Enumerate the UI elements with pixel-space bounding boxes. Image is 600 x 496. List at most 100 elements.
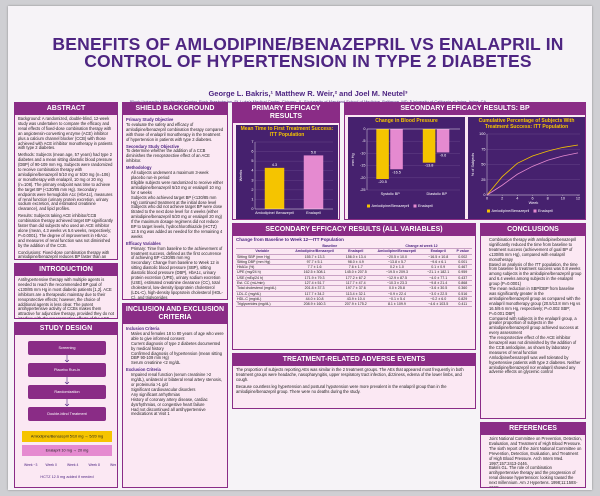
section: SECONDARY EFFICACY RESULTS: BP Change in … bbox=[344, 102, 586, 220]
table-cell: 117.7 ± 47.4 bbox=[340, 280, 371, 287]
table-cell: 162.5 ± 308.1 bbox=[288, 269, 341, 276]
paragraph: Because countless leg hypertension and p… bbox=[236, 383, 447, 394]
legend-swatch bbox=[413, 204, 417, 208]
table-cell: Est. CC (mL/min) bbox=[236, 280, 289, 287]
y-tick-label: 2 bbox=[251, 188, 253, 192]
y-tick-label: -20 bbox=[360, 175, 366, 179]
table-cell: 155.7 ± 13.3 bbox=[288, 254, 341, 260]
series-line bbox=[486, 152, 579, 196]
table-cell: 0.411 bbox=[453, 301, 472, 308]
header-row: Variable Amlodipine/Benazepril Enalapril Am… bbox=[236, 248, 472, 255]
bullet: Subjects who did not achieve target BP w… bbox=[131, 205, 224, 220]
bullet-list: Males and females 18 to 80 years of age … bbox=[126, 331, 224, 366]
table-cell: UPE (mg/24 h) bbox=[236, 269, 289, 276]
value-label: -13.8 bbox=[425, 163, 434, 167]
design-note: HCTZ 12.5 mg added if needed bbox=[40, 475, 93, 479]
bullet: Serum creatinine <2 mg/dL bbox=[131, 360, 224, 366]
y-tick-label: 75 bbox=[481, 147, 485, 151]
section-body: Background: A randomized, double-blind, … bbox=[15, 115, 117, 259]
table-cell: 0.959 bbox=[453, 269, 472, 276]
table-caption: Change from Baseline to Week 12—ITT Popu… bbox=[236, 237, 344, 242]
table-cell: 7.6 ± 1.7 bbox=[340, 264, 371, 271]
table-cell: −0.2 ± 6.0 bbox=[422, 296, 454, 303]
x-tick-label: 10 bbox=[561, 197, 565, 201]
section: SECONDARY EFFICACY RESULTS (ALL VARIABLE… bbox=[232, 223, 476, 350]
table-row: HDL-C (mg/dL) 44.0 ± 10.8 43.9 ± 10.4 −0.1 … bbox=[236, 296, 472, 303]
paragraph: To evaluate the safety and efficacy of a… bbox=[126, 121, 224, 142]
arrow bbox=[64, 355, 70, 363]
x-tick-label: Systolic BP bbox=[381, 192, 401, 196]
column-header: Enalapril bbox=[422, 248, 454, 255]
bullet: Joint National Committee on Prevention, … bbox=[489, 436, 582, 466]
table-cell: 0.1 ± 0.9 bbox=[422, 264, 454, 271]
table-cell: −9.8 ± 21.4 bbox=[422, 280, 454, 287]
week-label: Week 0 bbox=[46, 463, 58, 467]
table-row: HbA1c (%) 7.7 ± 1.6 7.6 ± 1.7 0.2 ± 1.0 0.1 … bbox=[236, 264, 472, 271]
table-cell: 97.7 ± 5.1 bbox=[288, 259, 341, 266]
table-row: LDL-C (mg/dL) 117.7 ± 34.2 113.4 ± 32.1 −0.… bbox=[236, 291, 472, 297]
y-axis-label: mm Hg bbox=[351, 153, 355, 165]
table-cell: 7.7 ± 1.6 bbox=[288, 264, 341, 271]
section-header: INCLUSION AND EXCLUSION CRITERIA bbox=[123, 304, 227, 324]
phase-box bbox=[28, 385, 106, 399]
table-cell: −3.6 ± 30.5 bbox=[422, 285, 454, 292]
table-cell: 177.2 ± 67.2 bbox=[340, 275, 371, 282]
bar bbox=[390, 128, 403, 169]
section-header: INTRODUCTION bbox=[15, 264, 117, 276]
bullet: Eligible subjects were randomized to rec… bbox=[131, 180, 224, 196]
table-cell: HbA1c (%) bbox=[236, 264, 289, 271]
paragraph: Background: A randomized, double-blind, … bbox=[18, 116, 113, 151]
authors: George L. Bakris,¹ Matthew R. Weir,² and… bbox=[208, 89, 408, 98]
chart-panel: Mean Time to First Treatment Success: IT… bbox=[236, 125, 338, 219]
table-row: Sitting SBP (mm Hg) 155.7 ± 13.3 156.0 ± 1… bbox=[236, 254, 472, 260]
paragraph: Conclusions: Fixed-dose combination ther… bbox=[18, 249, 110, 259]
bullet: Confirmed diagnosis of hypertension (mea… bbox=[131, 351, 224, 362]
bullet: Based on analysis of the ITT population,… bbox=[489, 262, 582, 288]
paragraph: Antihypertensive therapy with multiple a… bbox=[18, 277, 114, 318]
bullet: Males and females 18 to 80 years of age … bbox=[131, 331, 224, 342]
bullet: Subjects who achieved target BP (<130/85… bbox=[131, 195, 224, 206]
bullet-list: All subjects underwent a maximum 3-week … bbox=[126, 170, 224, 240]
table-cell: Sitting DBP (mm Hg) bbox=[236, 259, 289, 266]
table-cell: Total cholesterol (mg/dL) bbox=[236, 285, 289, 292]
y-tick-label: 4 bbox=[251, 169, 253, 173]
legend-swatch bbox=[533, 209, 537, 213]
table-cell: Sitting SBP (mm Hg) bbox=[236, 254, 289, 260]
table-cell: 0.829 bbox=[453, 296, 472, 303]
y-tick-label: 0 bbox=[251, 207, 253, 211]
table-cell: −19.5 ± 209.3 bbox=[371, 269, 423, 276]
table-cell: −3.0 ± 22.5 bbox=[422, 291, 454, 297]
table-cell: −4.6 ± 103.5 bbox=[422, 301, 454, 308]
section-header: CONCLUSIONS bbox=[481, 224, 585, 236]
legend-swatch bbox=[367, 204, 370, 208]
bullet: Impaired renal function (serum creatinin… bbox=[131, 372, 224, 388]
arm-box bbox=[22, 445, 112, 456]
arm-label: Enalapril 10 mg → 20 mg bbox=[46, 449, 89, 453]
table-cell: −9.6 ± 6.1 bbox=[422, 259, 454, 266]
table-cell: 8.1 ± 109.9 bbox=[371, 301, 423, 308]
study-design: Screening Placebo Run-in Randomization Doub… bbox=[22, 341, 117, 479]
table-cell: 201.8 ± 37.3 bbox=[288, 285, 341, 292]
chart-title: Change in Blood Pressure bbox=[375, 118, 438, 124]
table-cell: 0.0 ± 25.8 bbox=[371, 285, 423, 292]
paragraph: The proportion of subjects reporting AEs… bbox=[236, 367, 464, 382]
arrow bbox=[64, 399, 70, 407]
section-body: Change from Baseline to Week 12—ITT Popu… bbox=[233, 236, 475, 349]
table-cell: 0.001 bbox=[453, 259, 472, 266]
chart-title: Mean Time to First Treatment Success: IT… bbox=[240, 126, 334, 138]
column-header: Enalapril bbox=[340, 248, 371, 255]
table-cell: 127.4 ± 51.7 bbox=[288, 280, 341, 287]
chart: 0 25 50 75 100 % of Subjects 0 2 4 6 8 10 12 Week Amlo… bbox=[471, 132, 580, 213]
chart-title: Cumulative Percentage of Subjects With T… bbox=[478, 118, 575, 130]
table-cell: LDL-C (mg/dL) bbox=[236, 291, 289, 297]
week-label: Week 8 bbox=[89, 463, 101, 467]
value-label: -16.5 bbox=[392, 170, 401, 174]
chart: -25 -20 -15 -10 -5 0 mm Hg Systolic BP -20.5 -16.… bbox=[351, 127, 460, 208]
section: ABSTRACT Background: A randomized, double… bbox=[14, 102, 118, 260]
affiliations: ¹Rush University Hypertension Center, Ru… bbox=[28, 99, 588, 104]
x-tick-label: Enalapril bbox=[306, 211, 321, 215]
phase-label: Placebo Run-in bbox=[54, 368, 80, 372]
table-cell: 0.516 bbox=[453, 291, 472, 297]
week-label: Week −3 bbox=[24, 463, 38, 467]
paragraph: Methods: Subjects (mean age, 57 years) h… bbox=[18, 152, 113, 212]
